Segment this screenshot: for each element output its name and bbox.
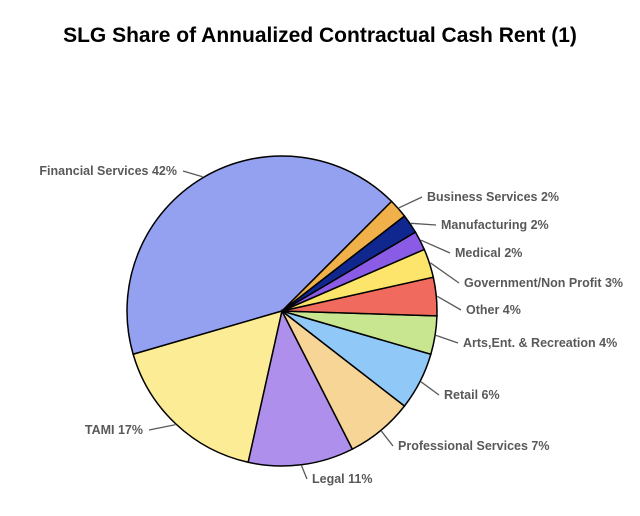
chart-title: SLG Share of Annualized Contractual Cash… <box>63 24 577 47</box>
leader-line <box>148 424 176 431</box>
pie-slice-legal <box>247 308 354 467</box>
leader-line <box>435 334 459 344</box>
slice-label: Retail 6% <box>444 388 500 402</box>
leader-line <box>429 262 460 284</box>
pie-slice-business-services <box>281 200 406 312</box>
leader-line <box>410 222 437 226</box>
slice-label: Medical 2% <box>455 246 522 260</box>
slice-label: Other 4% <box>466 303 521 317</box>
leader-line <box>380 430 394 447</box>
leader-line <box>398 196 423 209</box>
leader-line <box>300 465 308 480</box>
leader-line <box>420 239 451 254</box>
slice-label: Manufacturing 2% <box>441 218 549 232</box>
slice-label: TAMI 17% <box>85 423 143 437</box>
slice-label: Financial Services 42% <box>39 164 177 178</box>
pie-slice-financial-services <box>126 155 393 356</box>
slice-label: Legal 11% <box>312 472 372 486</box>
leader-line <box>436 295 462 311</box>
leader-line <box>420 381 440 396</box>
slice-label: Business Services 2% <box>427 190 559 204</box>
pie-slice-tami <box>132 309 284 464</box>
slice-label: Professional Services 7% <box>398 439 549 453</box>
slice-label: Government/Non Profit 3% <box>464 276 623 290</box>
leader-line <box>182 170 203 178</box>
slice-label: Arts,Ent. & Recreation 4% <box>463 336 617 350</box>
